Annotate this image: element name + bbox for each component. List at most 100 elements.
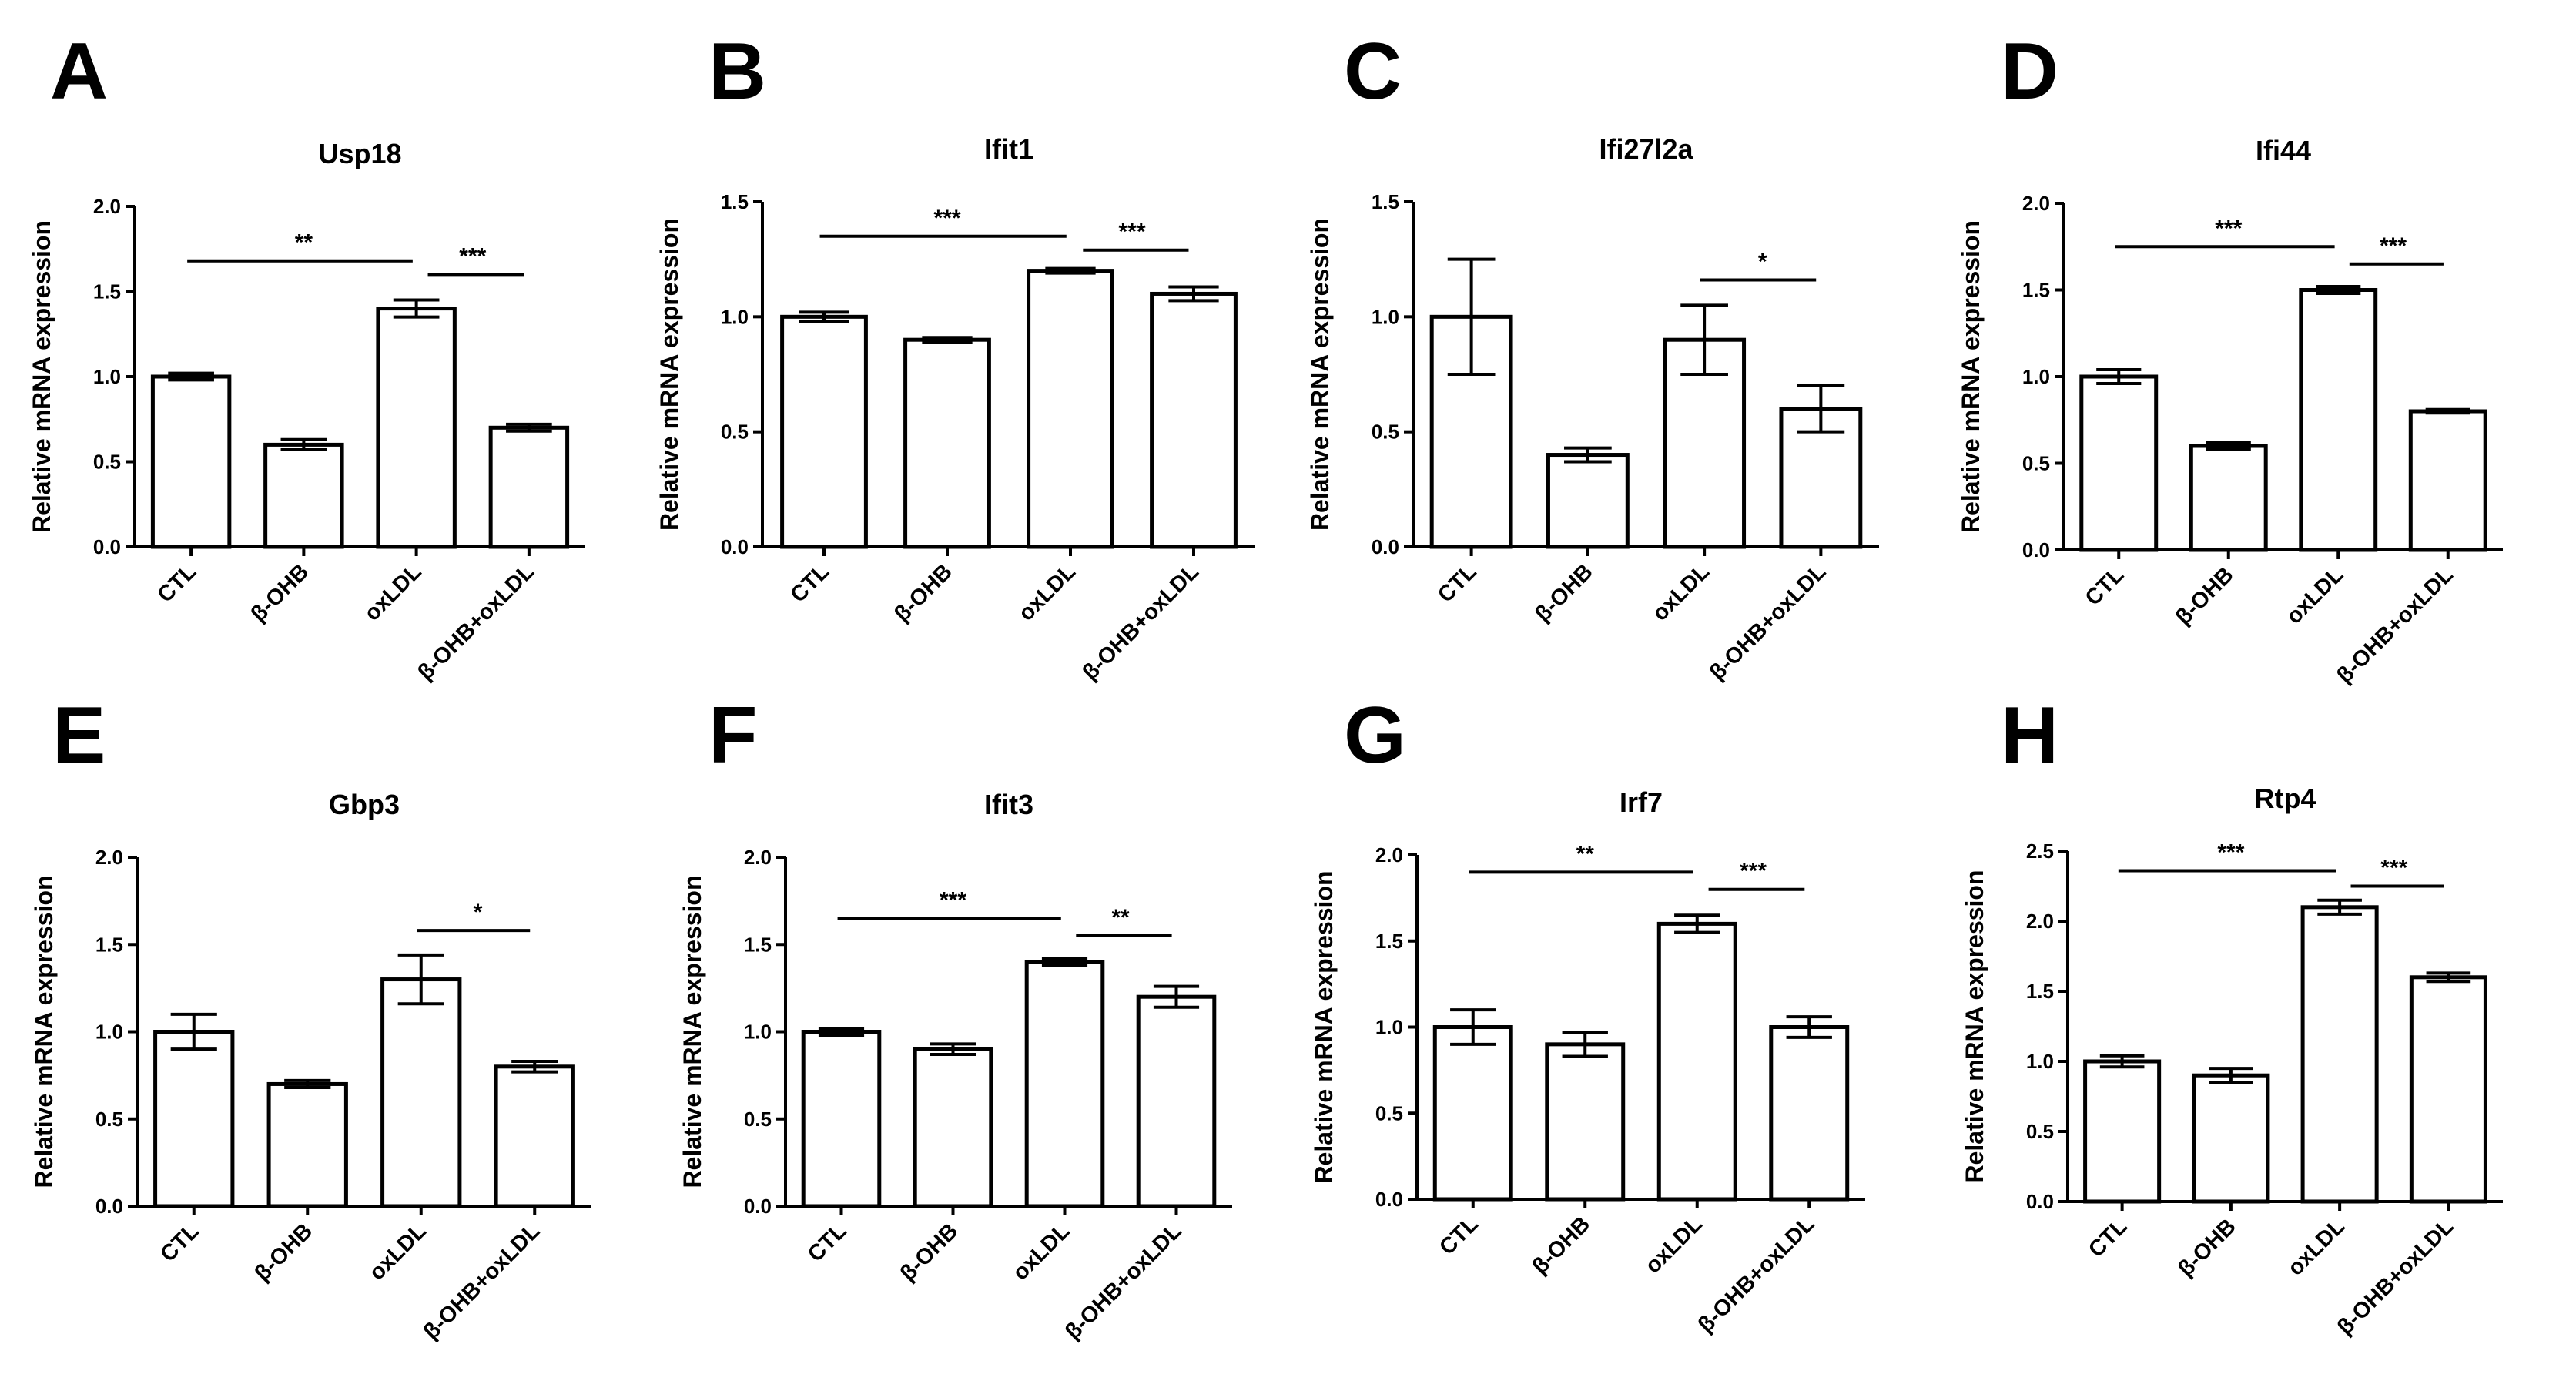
category-label: β-OHB+oxLDL (1705, 559, 1831, 685)
y-tick-label: 0.5 (1372, 421, 1399, 444)
panel-letter: G (1344, 691, 1406, 780)
category-label: β-OHB+oxLDL (419, 1218, 544, 1344)
category-label: β-OHB (2173, 1214, 2241, 1282)
y-tick-label: 0.5 (721, 421, 749, 444)
significance-label: * (1758, 250, 1767, 275)
y-axis-label: Relative mRNA expression (678, 875, 706, 1188)
bar (1027, 269, 1114, 549)
y-tick-label: 1.5 (1375, 930, 1403, 953)
chart-panel-c: C Ifi27l2a Relative mRNA expression 0.0 0.5 1… (1306, 27, 1879, 685)
bar (913, 1047, 993, 1208)
y-tick-label: 1.5 (93, 280, 121, 303)
category-label: CTL (2084, 1214, 2132, 1262)
category-label: β-OHB (2171, 562, 2239, 630)
chart-title: Ifit1 (984, 133, 1033, 165)
category-label: oxLDL (2282, 562, 2348, 628)
category-label: CTL (1435, 1212, 1482, 1259)
significance-label: ** (1576, 841, 1595, 866)
category-label: oxLDL (1648, 559, 1714, 625)
y-tick-label: 1.0 (2026, 1050, 2054, 1073)
bar (2300, 905, 2379, 1204)
bar (488, 425, 570, 549)
chart-title: Ifit3 (984, 789, 1033, 820)
y-tick-label: 1.5 (2022, 279, 2050, 302)
y-tick-label: 2.0 (2022, 192, 2050, 215)
panel-letter: C (1344, 27, 1402, 116)
chart-title: Ifi44 (2256, 135, 2311, 166)
panel-letter: F (708, 691, 758, 780)
bar (1545, 1042, 1626, 1202)
bar (903, 337, 991, 549)
y-tick-label: 0.5 (2026, 1120, 2054, 1143)
bar (2299, 288, 2378, 552)
chart-panel-e: E Gbp3 Relative mRNA expression 0.0 0.5 1.0 1.… (30, 691, 591, 1345)
category-label: oxLDL (2283, 1214, 2350, 1280)
category-label: CTL (2081, 562, 2129, 610)
bar (494, 1064, 575, 1208)
category-label: oxLDL (1008, 1218, 1074, 1285)
bar (2083, 1059, 2162, 1204)
y-tick-label: 1.0 (721, 305, 749, 328)
bar (1546, 453, 1630, 549)
chart-title: Irf7 (1620, 786, 1663, 818)
significance-label: *** (2380, 233, 2407, 259)
bar (263, 442, 344, 549)
chart-panel-a: A Usp18 Relative mRNA expression 0.0 0.5 1.0 1… (28, 27, 585, 685)
y-tick-label: 0.5 (2022, 452, 2050, 475)
chart-title: Gbp3 (329, 789, 400, 820)
y-tick-label: 1.0 (1375, 1016, 1403, 1039)
significance-label: *** (1118, 220, 1145, 245)
y-tick-label: 1.5 (744, 933, 772, 956)
category-label: β-OHB (889, 559, 957, 627)
significance-label: ** (1111, 905, 1130, 930)
bar (780, 314, 868, 549)
category-label: oxLDL (360, 559, 426, 625)
significance-label: ** (295, 230, 313, 256)
y-axis-label: Relative mRNA expression (1306, 218, 1334, 531)
category-label: oxLDL (1014, 559, 1080, 625)
y-tick-label: 1.5 (95, 933, 123, 956)
chart-panel-b: B Ifit1 Relative mRNA expression 0.0 0.5 1.0 1… (655, 27, 1255, 685)
y-tick-label: 1.0 (2022, 365, 2050, 388)
significance-label: *** (2380, 856, 2407, 881)
y-tick-label: 0.0 (2022, 538, 2050, 561)
category-label: β-OHB (1528, 1212, 1596, 1279)
y-tick-label: 1.0 (1372, 305, 1399, 328)
significance-label: *** (1740, 859, 1767, 884)
bar (1432, 1025, 1513, 1202)
y-tick-label: 0.0 (95, 1195, 123, 1218)
chart-title: Rtp4 (2255, 783, 2316, 814)
category-label: β-OHB+oxLDL (1078, 559, 1204, 685)
y-tick-label: 0.0 (2026, 1190, 2054, 1213)
y-tick-label: 0.5 (95, 1108, 123, 1131)
bar (2192, 1073, 2270, 1204)
bar (1769, 1025, 1850, 1202)
y-tick-label: 0.5 (1375, 1101, 1403, 1125)
significance-label: *** (940, 887, 966, 913)
bar (801, 1030, 882, 1208)
bar (2409, 975, 2487, 1204)
chart-title: Usp18 (318, 138, 401, 169)
significance-label: *** (2217, 840, 2244, 865)
y-axis-label: Relative mRNA expression (1961, 870, 1988, 1182)
category-label: β-OHB (246, 559, 314, 627)
y-axis-label: Relative mRNA expression (1957, 220, 1985, 533)
bar (2189, 444, 2268, 552)
category-label: β-OHB (250, 1218, 318, 1286)
panel-letter: B (708, 27, 766, 116)
category-label: β-OHB+oxLDL (1693, 1212, 1819, 1337)
panel-letter: D (2001, 27, 2058, 116)
y-tick-label: 0.5 (744, 1108, 772, 1131)
significance-label: *** (2215, 216, 2242, 241)
chart-panel-g: G Irf7 Relative mRNA expression 0.0 0.5 1.0 1.… (1310, 691, 1865, 1338)
y-tick-label: 2.0 (95, 846, 123, 869)
category-label: CTL (803, 1218, 851, 1266)
chart-title: Ifi27l2a (1599, 133, 1693, 165)
y-tick-label: 1.5 (2026, 980, 2054, 1003)
y-tick-label: 1.5 (1372, 190, 1399, 213)
y-axis-label: Relative mRNA expression (655, 218, 683, 531)
y-tick-label: 0.0 (1375, 1188, 1403, 1211)
panel-letter: H (2001, 691, 2058, 780)
bar (2079, 374, 2159, 552)
category-label: CTL (156, 1218, 203, 1266)
